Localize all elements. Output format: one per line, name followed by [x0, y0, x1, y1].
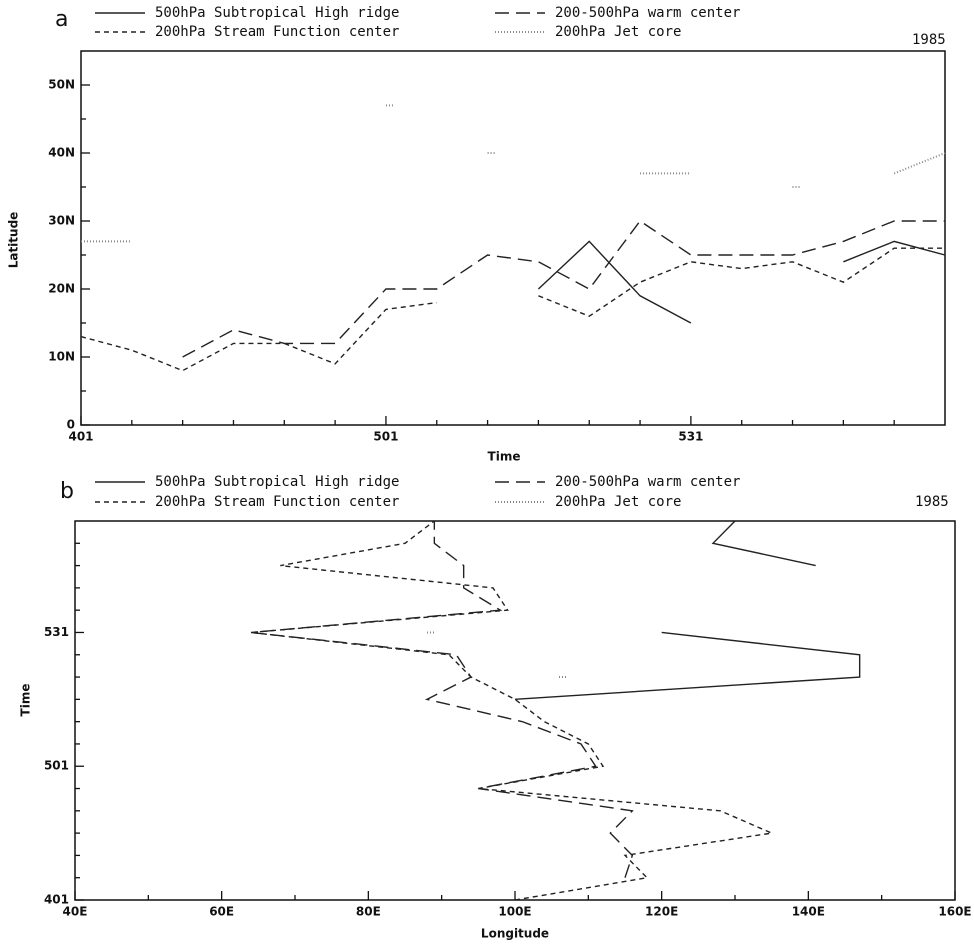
series-line [537, 240, 692, 324]
x-axis-label: Time [488, 450, 521, 464]
x-tick-label: 40E [63, 905, 88, 919]
x-tick-label: 401 [68, 430, 93, 444]
plot-frame [74, 520, 956, 901]
x-tick-label: 531 [678, 430, 703, 444]
series-line [843, 240, 946, 263]
legend-label: 500hPa Subtropical High ridge [155, 5, 399, 21]
legend-label: 200hPa Jet core [555, 494, 681, 510]
series-line [250, 521, 634, 878]
x-tick-label: 501 [373, 430, 398, 444]
legend-label: 200-500hPa warm center [555, 5, 740, 21]
series-line [182, 220, 945, 358]
y-tick-label: 40N [48, 146, 75, 160]
y-tick-label: 50N [48, 78, 75, 92]
x-tick-label: 100E [498, 905, 531, 919]
plot-frame [80, 50, 946, 426]
legend-label: 500hPa Subtropical High ridge [155, 474, 399, 490]
year-label: 1985 [912, 32, 946, 48]
series-line [80, 301, 437, 372]
series-line [538, 247, 945, 317]
legend-label: 200-500hPa warm center [555, 474, 740, 490]
series-line [250, 520, 775, 901]
x-tick-label: 80E [356, 905, 381, 919]
series-line [893, 152, 946, 175]
y-tick-label: 20N [48, 282, 75, 296]
x-tick-label: 60E [209, 905, 234, 919]
y-tick-label: 501 [44, 759, 69, 773]
y-axis-label: Latitude [7, 212, 21, 269]
x-axis-label: Longitude [481, 927, 549, 941]
y-tick-label: 401 [44, 893, 69, 907]
y-tick-label: 10N [48, 350, 75, 364]
y-axis-label: Time [19, 684, 33, 717]
x-tick-label: 140E [792, 905, 825, 919]
y-tick-label: 531 [44, 625, 69, 639]
legend-label: 200hPa Jet core [555, 24, 681, 40]
x-tick-label: 120E [645, 905, 678, 919]
y-tick-label: 0 [67, 418, 75, 432]
legend-label: 200hPa Stream Function center [155, 494, 399, 510]
year-label: 1985 [915, 494, 949, 510]
panel-label: b [60, 479, 74, 504]
y-tick-label: 30N [48, 214, 75, 228]
series-line [711, 520, 816, 567]
legend-label: 200hPa Stream Function center [155, 24, 399, 40]
x-tick-label: 160E [938, 905, 971, 919]
series-line [514, 631, 861, 701]
panel-label: a [55, 7, 68, 32]
